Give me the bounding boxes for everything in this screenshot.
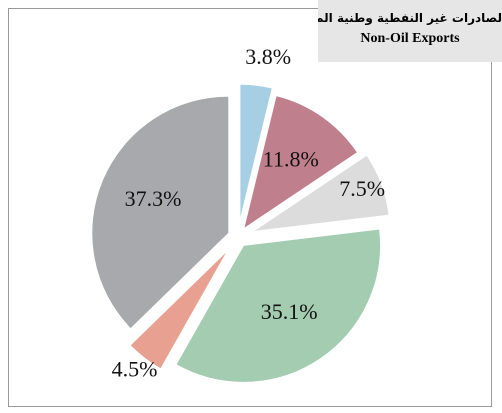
data-label: 11.8% (263, 146, 319, 171)
data-label: 3.8% (245, 44, 291, 69)
pie-slice (252, 154, 390, 232)
chart-title: لصادرات غير النفطية وطنية المنشأ (318, 11, 502, 25)
chart-subtitle: Non-Oil Exports (360, 31, 460, 46)
chart-frame (8, 8, 492, 407)
pie-slice (175, 228, 382, 383)
pie-slice (242, 95, 359, 230)
title-box: لصادرات غير النفطية وطنية المنشأ Non-Oil… (318, 0, 502, 62)
pie-slice (129, 249, 229, 370)
data-label: 37.3% (125, 186, 182, 211)
data-label: 4.5% (112, 356, 158, 381)
pie-slice (239, 83, 273, 222)
pie-slice (91, 95, 230, 330)
data-label: 35.1% (261, 299, 318, 324)
data-label: 7.5% (339, 176, 385, 201)
